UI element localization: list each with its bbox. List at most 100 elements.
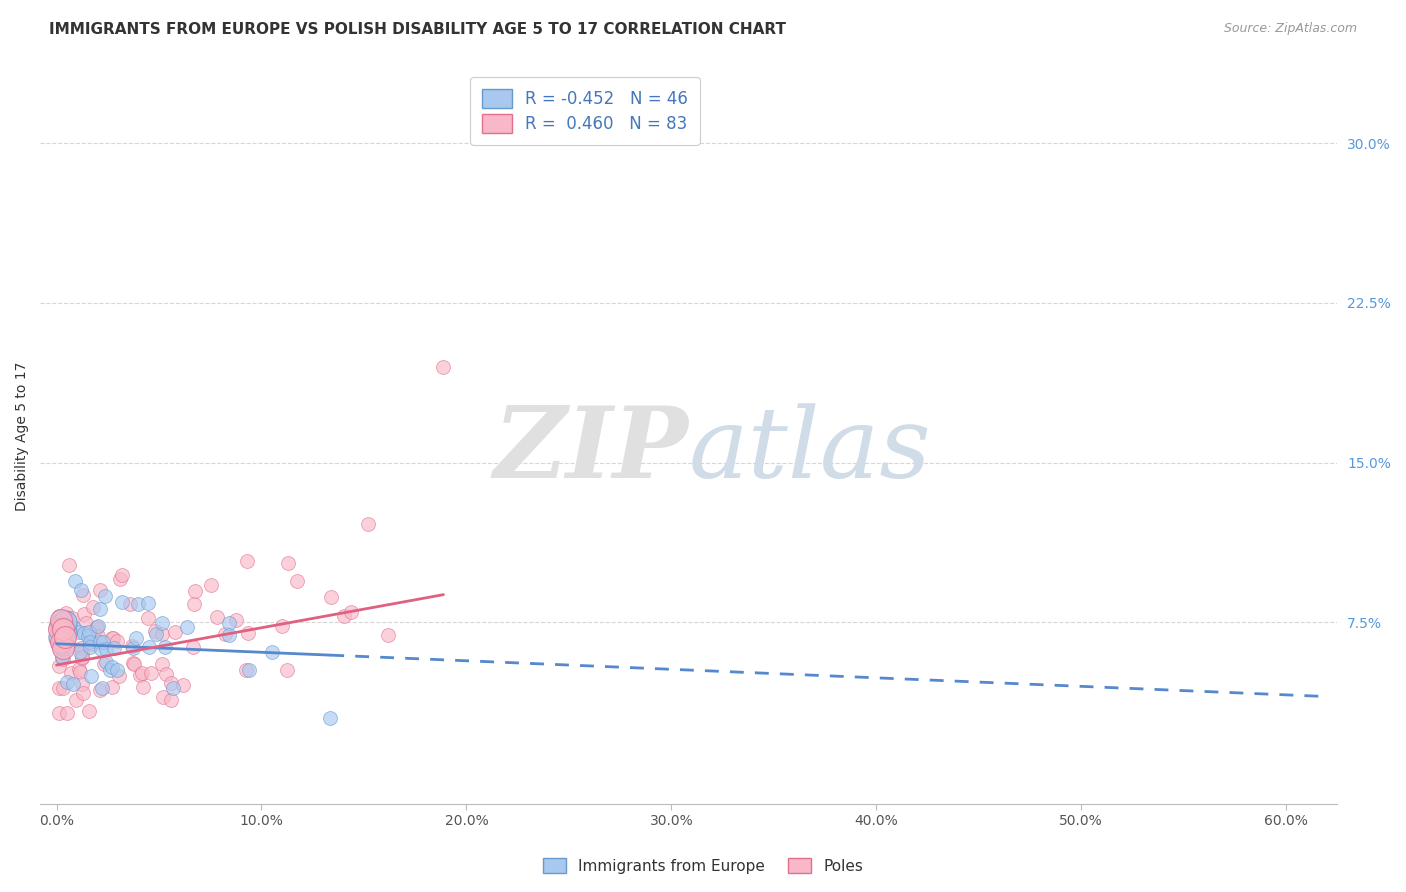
Point xyxy=(51,649,73,664)
Point xyxy=(238,663,260,677)
Point xyxy=(90,681,112,696)
Point xyxy=(96,642,118,657)
Point xyxy=(184,583,207,598)
Point xyxy=(101,680,124,694)
Point xyxy=(218,615,240,630)
Point xyxy=(176,620,198,634)
Point xyxy=(48,622,70,636)
Point xyxy=(122,656,145,670)
Point xyxy=(53,615,76,630)
Point xyxy=(236,626,259,640)
Point xyxy=(48,617,70,632)
Point xyxy=(218,628,240,642)
Point xyxy=(49,613,72,627)
Point xyxy=(52,622,75,636)
Point xyxy=(69,645,91,659)
Point xyxy=(51,635,73,649)
Point xyxy=(138,640,160,654)
Point xyxy=(75,616,97,631)
Point xyxy=(89,683,111,698)
Point xyxy=(82,600,104,615)
Point xyxy=(87,619,110,633)
Point xyxy=(260,645,283,659)
Point xyxy=(150,627,173,641)
Point xyxy=(51,616,73,631)
Point xyxy=(125,632,148,646)
Point xyxy=(53,626,76,640)
Point xyxy=(152,690,174,705)
Point xyxy=(67,662,90,676)
Legend: R = -0.452   N = 46, R =  0.460   N = 83: R = -0.452 N = 46, R = 0.460 N = 83 xyxy=(470,77,700,145)
Point xyxy=(67,624,90,639)
Point xyxy=(80,668,103,682)
Point xyxy=(143,624,166,639)
Point xyxy=(76,629,98,643)
Point xyxy=(235,663,257,677)
Point xyxy=(49,637,72,651)
Point xyxy=(72,625,94,640)
Point xyxy=(72,588,94,602)
Text: Source: ZipAtlas.com: Source: ZipAtlas.com xyxy=(1223,22,1357,36)
Point xyxy=(98,664,121,678)
Point xyxy=(160,676,183,690)
Point xyxy=(183,597,205,611)
Point xyxy=(52,640,75,655)
Point xyxy=(277,556,299,570)
Point xyxy=(53,631,76,645)
Point xyxy=(122,641,145,656)
Point xyxy=(319,711,342,725)
Point xyxy=(73,607,96,621)
Point xyxy=(49,634,72,648)
Point xyxy=(136,611,159,625)
Point xyxy=(72,677,94,691)
Point xyxy=(70,651,93,665)
Point xyxy=(129,668,152,682)
Point xyxy=(70,646,93,660)
Point xyxy=(70,640,93,655)
Point xyxy=(96,656,118,670)
Point xyxy=(59,665,82,680)
Point xyxy=(77,704,100,718)
Point xyxy=(86,620,108,634)
Point xyxy=(84,621,107,635)
Point xyxy=(52,652,75,666)
Point xyxy=(225,614,247,628)
Point xyxy=(89,583,111,598)
Point xyxy=(79,640,101,654)
Point xyxy=(105,633,128,648)
Point xyxy=(48,681,70,695)
Point xyxy=(72,686,94,700)
Point xyxy=(89,602,111,616)
Point xyxy=(107,669,129,683)
Y-axis label: Disability Age 5 to 17: Disability Age 5 to 17 xyxy=(15,361,30,511)
Point xyxy=(111,567,134,582)
Point xyxy=(150,616,173,631)
Point xyxy=(181,640,204,654)
Point xyxy=(145,626,167,640)
Point xyxy=(51,649,73,664)
Point xyxy=(107,664,129,678)
Point xyxy=(48,706,70,720)
Point xyxy=(357,516,380,531)
Point xyxy=(432,359,454,374)
Point xyxy=(87,629,110,643)
Point xyxy=(276,663,298,677)
Point xyxy=(59,617,82,632)
Point xyxy=(48,609,70,624)
Point xyxy=(52,681,75,695)
Point xyxy=(72,649,94,664)
Point xyxy=(136,596,159,610)
Point xyxy=(101,631,124,645)
Point xyxy=(65,574,87,588)
Text: atlas: atlas xyxy=(689,403,932,499)
Point xyxy=(122,657,145,671)
Point xyxy=(52,637,75,651)
Point xyxy=(150,657,173,671)
Point xyxy=(79,635,101,649)
Point xyxy=(110,572,132,586)
Point xyxy=(127,598,149,612)
Point xyxy=(62,677,84,691)
Point xyxy=(90,641,112,656)
Point xyxy=(77,625,100,640)
Point xyxy=(49,617,72,632)
